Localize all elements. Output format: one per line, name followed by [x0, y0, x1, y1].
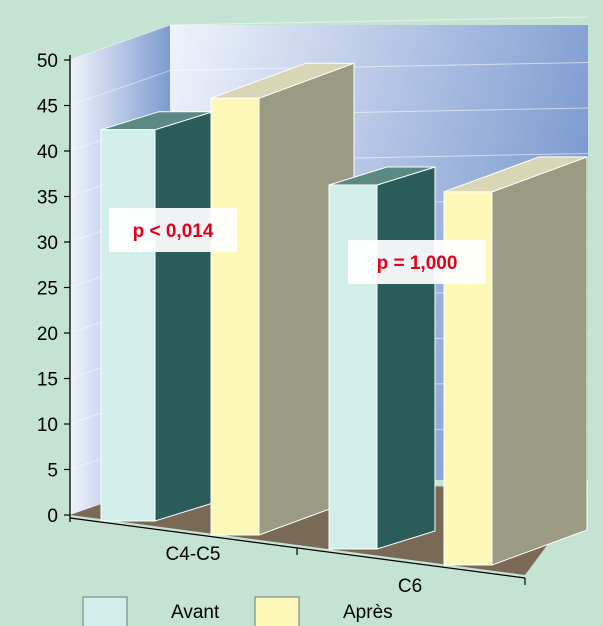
gridline	[69, 70, 171, 106]
y-tick-label: 0	[47, 506, 58, 527]
gridline	[69, 24, 171, 61]
p-value-label: p = 1,000	[348, 240, 486, 284]
bar	[328, 166, 436, 550]
y-tick-label: 5	[47, 461, 58, 482]
p-value-label: p < 0,014	[109, 208, 237, 252]
y-tick-label: 45	[37, 97, 58, 118]
bar-front	[210, 97, 260, 536]
bar	[210, 62, 355, 536]
bar-side	[491, 156, 588, 566]
bar-front	[328, 184, 378, 550]
y-tick-label: 35	[37, 188, 58, 209]
y-tick-label: 20	[37, 324, 58, 345]
bar	[443, 156, 588, 566]
bar-side	[154, 111, 214, 522]
y-tick-label: 30	[37, 233, 58, 254]
x-axis: C4-C5 C6	[69, 517, 526, 597]
legend-item: Après	[254, 596, 393, 626]
legend: Avant Après	[82, 596, 393, 626]
y-tick-label: 10	[37, 415, 58, 436]
annotations: p < 0,014 p = 1,000	[109, 208, 486, 284]
y-axis: 0 5 10 15 20 25 30 35 40 45 50	[37, 51, 71, 527]
legend-label: Après	[343, 602, 393, 623]
annotation-text: p < 0,014	[133, 221, 214, 242]
annotation-box	[109, 208, 237, 252]
legend-swatch	[254, 596, 300, 626]
y-tick-label: 50	[37, 51, 58, 72]
annotation-text: p = 1,000	[377, 253, 458, 274]
x-tick-label: C6	[398, 576, 422, 597]
bar-front	[100, 129, 156, 522]
bars	[100, 62, 588, 566]
legend-label: Avant	[171, 602, 220, 623]
y-tick-label: 15	[37, 370, 58, 391]
annotation-box	[348, 240, 486, 284]
bar-side	[376, 166, 436, 550]
legend-item: Avant	[82, 596, 220, 626]
legend-swatch	[82, 596, 128, 626]
y-tick-label: 25	[37, 279, 58, 300]
bar	[100, 111, 214, 522]
y-tick-label: 40	[37, 142, 58, 163]
gridline	[169, 62, 589, 71]
x-tick-label: C4-C5	[166, 544, 221, 565]
gridline	[169, 16, 589, 26]
